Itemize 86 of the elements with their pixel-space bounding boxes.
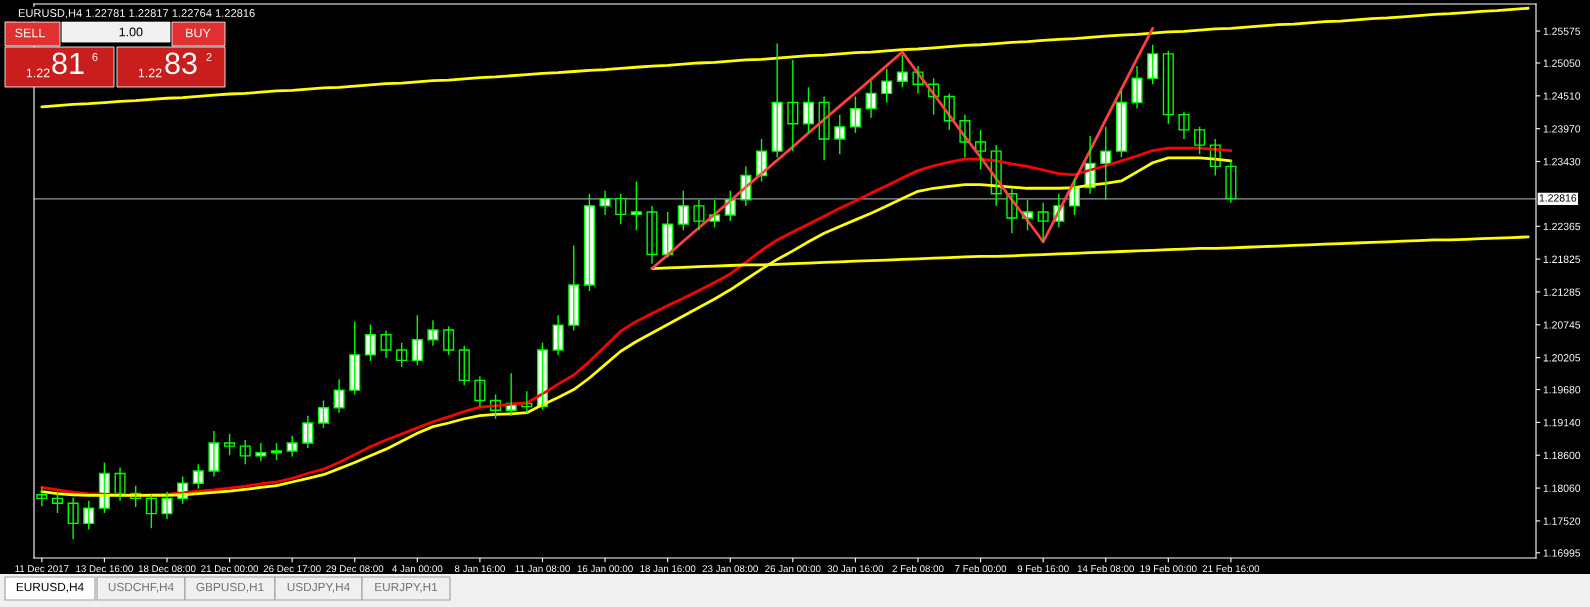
candlestick (1115, 89, 1127, 158)
candlestick (1100, 126, 1112, 201)
x-tick-label: 26 Dec 17:00 (263, 565, 321, 573)
x-tick-label: 23 Jan 08:00 (702, 565, 758, 573)
candlestick (849, 95, 861, 134)
candlestick (568, 244, 580, 332)
ref-line-label: 1.22816 (1539, 194, 1577, 202)
annotation: 81 (52, 52, 84, 75)
candlestick (411, 314, 423, 366)
text: EURJPY,H1 (375, 582, 438, 593)
x-tick-label: 21 Dec 00:00 (201, 565, 259, 573)
candlestick (380, 329, 392, 359)
chart-title: EURUSD,H4 1.22781 1.22817 1.22764 1.22816 (18, 9, 255, 19)
candlestick (192, 463, 204, 490)
candlestick (630, 180, 642, 231)
candlestick (896, 54, 908, 89)
candlestick (646, 205, 658, 265)
x-tick-label: 18 Jan 16:00 (640, 565, 696, 573)
candlestick (583, 193, 595, 292)
candlestick (1147, 44, 1159, 85)
candlestick (51, 491, 64, 514)
y-tick-label: 1.25050 (1543, 59, 1581, 67)
y-tick-label: 1.19140 (1543, 418, 1581, 427)
y-tick-label: 1.21285 (1543, 288, 1581, 296)
x-tick-label: 21 Feb 16:00 (1202, 564, 1260, 573)
candlestick (458, 345, 470, 386)
candlestick (302, 415, 314, 449)
y-tick-label: 1.18060 (1543, 484, 1581, 492)
candlestick (975, 129, 987, 171)
annotation: 1.22 (26, 68, 50, 78)
candlestick (615, 193, 627, 225)
y-tick-label: 1.25575 (1543, 27, 1581, 35)
x-tick-label: 16 Jan 00:00 (577, 565, 633, 573)
candlestick (834, 113, 846, 155)
candlestick (677, 189, 689, 231)
candlestick (255, 442, 267, 463)
y-tick-label: 1.20745 (1543, 321, 1581, 329)
y-tick-label: 1.24510 (1543, 92, 1581, 100)
y-tick-label: 1.23430 (1543, 158, 1581, 166)
x-tick-label: 2 Feb 08:00 (892, 564, 944, 573)
annotation: SELL (15, 28, 45, 38)
candlestick (317, 399, 329, 429)
candlestick (427, 319, 439, 347)
x-tick-label: 29 Dec 08:00 (326, 565, 384, 573)
candlestick (349, 320, 361, 396)
text: USDCHF,H4 (108, 582, 174, 593)
x-tick-label: 4 Jan 00:00 (392, 565, 443, 573)
candlestick (1178, 110, 1190, 140)
y-tick-label: 1.21825 (1543, 255, 1581, 263)
candlestick (224, 433, 236, 456)
y-tick-label: 1.23970 (1543, 125, 1581, 133)
x-tick-label: 14 Feb 08:00 (1077, 564, 1135, 573)
candlestick (1131, 65, 1143, 110)
x-tick-label: 7 Feb 00:00 (955, 564, 1007, 573)
y-tick-label: 1.17520 (1543, 517, 1581, 525)
text: EURUSD,H4 (16, 582, 84, 593)
x-tick-label: 19 Feb 00:00 (1140, 564, 1197, 573)
x-tick-label: 13 Dec 16:00 (76, 565, 133, 573)
x-tick-label: 30 Jan 16:00 (827, 565, 884, 573)
candlestick (364, 323, 376, 362)
annotation: 1.00 (119, 27, 143, 37)
text: GBPUSD,H1 (196, 582, 264, 593)
line-series (650, 26, 1155, 270)
y-tick-label: 1.16995 (1543, 549, 1581, 557)
candlestick (1162, 50, 1174, 125)
x-tick-label: 11 Jan 08:00 (515, 565, 570, 573)
candlestick (443, 325, 455, 356)
y-tick-label: 1.19680 (1543, 386, 1581, 394)
text: USDJPY,H4 (287, 582, 350, 593)
x-tick-label: 9 Feb 16:00 (1017, 564, 1069, 573)
candlestick (239, 439, 251, 466)
candlestick (1194, 126, 1206, 155)
candlestick (83, 500, 95, 531)
annotation: BUY (186, 28, 211, 38)
annotation: 83 (165, 52, 197, 75)
x-tick-label: 11 Dec 2017 (15, 565, 69, 573)
y-tick-label: 1.18600 (1543, 451, 1581, 460)
y-tick-label: 1.22365 (1543, 222, 1581, 231)
annotation: 1.22 (138, 68, 162, 78)
x-tick-label: 26 Jan 00:00 (765, 565, 821, 573)
annotation: 6 (92, 53, 98, 61)
y-tick-label: 1.20205 (1543, 354, 1581, 362)
x-tick-label: 8 Jan 16:00 (454, 565, 505, 573)
annotation: 2 (206, 53, 212, 61)
candlestick (396, 342, 408, 368)
x-tick-label: 18 Dec 08:00 (138, 565, 196, 573)
